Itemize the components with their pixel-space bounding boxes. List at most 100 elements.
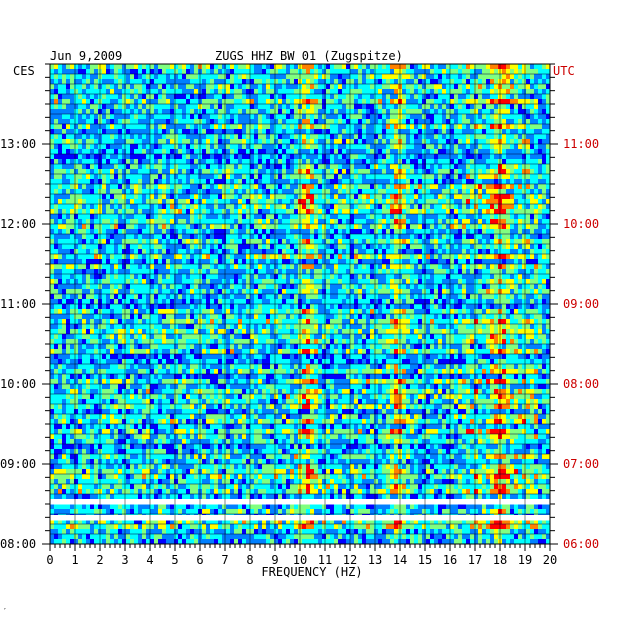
spectrogram-cell [214,109,219,115]
spectrogram-cell [326,129,331,135]
spectrogram-cell [482,244,487,250]
spectrogram-cell [286,169,291,175]
spectrogram-cell [306,249,311,255]
spectrogram-cell [58,114,63,120]
spectrogram-cell [474,234,479,240]
spectrogram-cell [302,114,307,120]
spectrogram-cell [462,114,467,120]
spectrogram-cell [410,179,415,185]
spectrogram-cell [102,79,107,85]
spectrogram-cell [530,169,535,175]
spectrogram-cell [318,114,323,120]
spectrogram-cell [114,134,119,140]
spectrogram-cell [330,124,335,130]
spectrogram-cell [134,154,139,160]
spectrogram-cell [82,234,87,240]
spectrogram-cell [82,94,87,100]
spectrogram-cell [442,109,447,115]
spectrogram-cell [278,234,283,240]
spectrogram-cell [466,64,471,70]
spectrogram-cell [218,169,223,175]
spectrogram-cell [126,194,131,200]
spectrogram-cell [386,144,391,150]
spectrogram-cell [114,114,119,120]
spectrogram-cell [506,254,511,260]
spectrogram-cell [230,159,235,165]
spectrogram-cell [522,154,527,160]
spectrogram-cell [366,104,371,110]
spectrogram-cell [430,259,435,265]
spectrogram-cell [230,189,235,195]
spectrogram-cell [194,159,199,165]
spectrogram-cell [130,244,135,250]
spectrogram-cell [538,214,543,220]
spectrogram-cell [70,194,75,200]
spectrogram-cell [326,189,331,195]
spectrogram-cell [442,199,447,205]
spectrogram-cell [418,84,423,90]
spectrogram-cell [418,249,423,255]
spectrogram-cell [378,164,383,170]
spectrogram-cell [374,119,379,125]
spectrogram-cell [542,179,547,185]
spectrogram-cell [502,69,507,75]
spectrogram-cell [330,239,335,245]
spectrogram-cell [310,109,315,115]
spectrogram-cell [502,154,507,160]
spectrogram-cell [266,204,271,210]
spectrogram-cell [178,239,183,245]
spectrogram-cell [154,239,159,245]
spectrogram-cell [146,114,151,120]
spectrogram-cell [390,74,395,80]
spectrogram-cell [450,229,455,235]
spectrogram-cell [118,84,123,90]
spectrogram-cell [250,254,255,260]
spectrogram-cell [178,154,183,160]
spectrogram-cell [486,194,491,200]
spectrogram-cell [378,104,383,110]
spectrogram-cell [390,219,395,225]
spectrogram-cell [50,199,55,205]
spectrogram-cell [274,124,279,130]
spectrogram-cell [138,104,143,110]
spectrogram-cell [110,169,115,175]
spectrogram-cell [434,134,439,140]
spectrogram-cell [302,89,307,95]
spectrogram-cell [366,84,371,90]
spectrogram-cell [326,239,331,245]
spectrogram-cell [322,249,327,255]
spectrogram-cell [282,124,287,130]
spectrogram-cell [218,234,223,240]
spectrogram-cell [58,99,63,105]
spectrogram-cell [110,124,115,130]
spectrogram-cell [358,229,363,235]
spectrogram-cell [214,199,219,205]
spectrogram-cell [106,244,111,250]
spectrogram-cell [374,74,379,80]
spectrogram-cell [322,179,327,185]
spectrogram-cell [122,104,127,110]
spectrogram-cell [142,64,147,70]
spectrogram-cell [534,154,539,160]
spectrogram-cell [102,219,107,225]
spectrogram-cell [286,159,291,165]
spectrogram-cell [150,89,155,95]
spectrogram-cell [234,254,239,260]
spectrogram-cell [90,129,95,135]
spectrogram-cell [382,74,387,80]
spectrogram-cell [86,129,91,135]
spectrogram-cell [214,94,219,100]
spectrogram-cell [66,84,71,90]
spectrogram-cell [74,164,79,170]
spectrogram-cell [162,94,167,100]
spectrogram-cell [342,114,347,120]
spectrogram-cell [350,104,355,110]
spectrogram-cell [322,64,327,70]
spectrogram-cell [210,154,215,160]
spectrogram-cell [166,109,171,115]
spectrogram-cell [138,234,143,240]
spectrogram-cell [306,144,311,150]
spectrogram-cell [442,84,447,90]
spectrogram-cell [126,64,131,70]
spectrogram-cell [58,174,63,180]
